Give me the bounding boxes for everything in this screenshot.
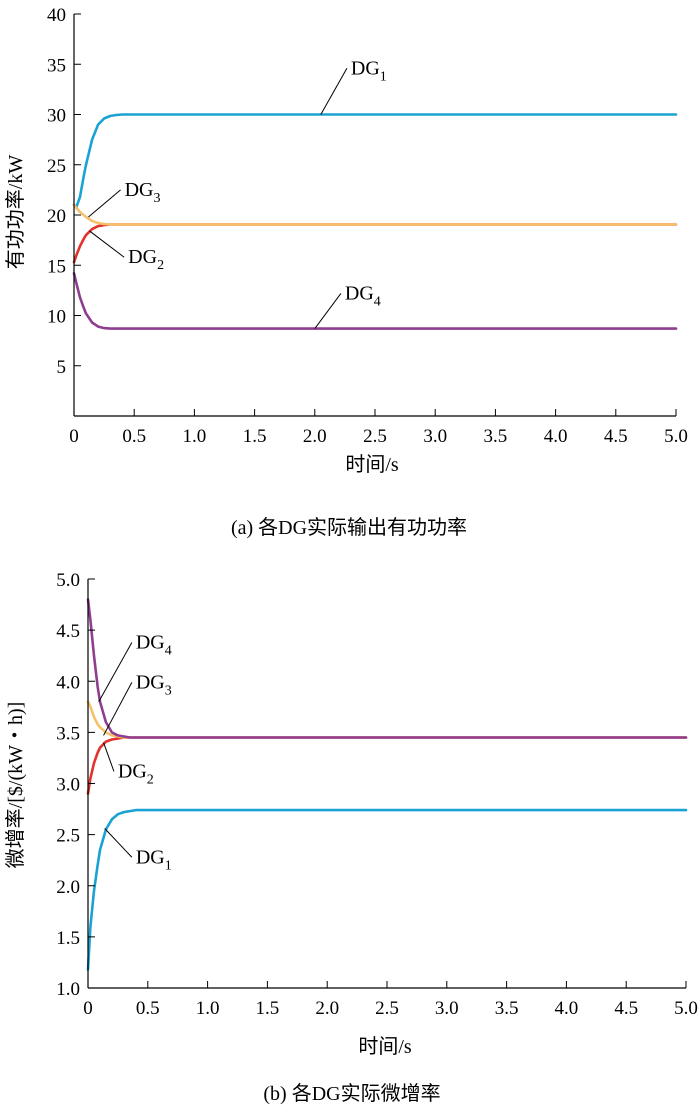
chart-a-x-tick-label: 2.0 (303, 426, 327, 447)
chart-a-x-tick-label: 1.0 (183, 426, 207, 447)
chart-b-x-axis-title: 时间/s (358, 1035, 412, 1058)
chart-a-series-labels: DG1 DG3 DG2 DG4 (88, 57, 387, 329)
chart-b-dg4-label: DG4 (136, 632, 172, 659)
chart-a-x-tick-label: 1.5 (243, 426, 267, 447)
chart-b-y-tick-label: 3.5 (56, 723, 80, 744)
chart-b-y-tick-label: 5.0 (56, 570, 80, 591)
chart-b-dg4-leader-line (98, 642, 133, 702)
chart-b-axes: 0 0.5 1.0 1.5 2.0 2.5 3.0 3.5 4.0 4.5 5.0 1.0 1.5 2.0… (56, 570, 698, 1019)
chart-a-y-tick-label: 35 (47, 55, 66, 76)
chart-a-dg3-label: DG3 (125, 179, 161, 206)
chart-b-caption: (b) 各DG实际微增率 (263, 1082, 440, 1105)
chart-b-y-tick-label: 4.5 (56, 621, 80, 642)
chart-a-y-tick-label: 15 (47, 256, 66, 277)
chart-a-y-tick-label: 25 (47, 156, 66, 177)
chart-b-x-tick-label: 2.0 (315, 998, 339, 1019)
chart-b-series-dg2-line (86, 736, 688, 796)
chart-a-dg1-leader-line (320, 68, 348, 115)
chart-a-y-tick-label: 20 (47, 206, 66, 227)
chart-a-axes: 0 0.5 1.0 1.5 2.0 2.5 3.0 3.5 4.0 4.5 5.0 5 10 15 20 25… (47, 5, 688, 447)
chart-a-dg1-label: DG1 (351, 57, 387, 84)
chart-b-x-tick-label: 3.5 (495, 998, 519, 1019)
chart-a-dg4-label: DG4 (345, 282, 381, 309)
chart-b-x-tick-label: 3.0 (435, 998, 459, 1019)
chart-a-series-dg2-line (72, 223, 678, 264)
chart-a: DG1 DG3 DG2 DG4 0 0.5 1.0 1.5 2.0 2.5 3.0 3.5 4.0 4.… (4, 5, 688, 539)
chart-b-series-labels: DG4 DG3 DG2 DG1 (98, 632, 172, 873)
chart-a-caption: (a) 各DG实际输出有功功率 (231, 516, 467, 539)
chart-b-x-tick-label: 0 (83, 998, 93, 1019)
chart-b-y-tick-label: 2.5 (56, 826, 80, 847)
chart-a-lines (72, 113, 678, 330)
chart-b-lines (86, 598, 688, 971)
chart-b-series-dg4-line (86, 598, 688, 739)
chart-a-x-tick-label: 3.0 (423, 426, 447, 447)
chart-b-x-tick-label: 4.0 (555, 998, 579, 1019)
chart-a-dg2-label: DG2 (128, 246, 164, 273)
chart-a-y-tick-label: 30 (47, 106, 66, 127)
chart-a-y-tick-label: 5 (57, 357, 67, 378)
chart-a-x-tick-label: 3.5 (484, 426, 508, 447)
chart-b-x-tick-label: 4.5 (614, 998, 638, 1019)
chart-a-x-tick-label: 4.5 (604, 426, 628, 447)
chart-a-dg3-leader-line (88, 189, 121, 218)
chart-a-series-dg4-line (72, 271, 678, 330)
chart-a-series-dg3-line (72, 203, 678, 226)
chart-b-dg2-leader-line (103, 742, 115, 772)
chart-b-series-dg1-line (86, 808, 688, 971)
chart-b-dg3-label: DG3 (136, 671, 172, 698)
chart-a-x-tick-label: 5.0 (664, 426, 688, 447)
chart-a-y-tick-label: 40 (47, 5, 66, 26)
chart-a-x-tick-label: 4.0 (544, 426, 568, 447)
chart-b-dg3-leader-line (103, 682, 133, 736)
chart-b-y-tick-label: 2.0 (56, 877, 80, 898)
chart-b-x-tick-label: 0.5 (136, 998, 160, 1019)
chart-b-x-tick-label: 1.0 (196, 998, 220, 1019)
chart-a-dg2-leader-line (89, 230, 125, 258)
chart-a-series-dg1-line (72, 113, 678, 209)
chart-b-dg1-label: DG1 (136, 846, 172, 873)
chart-b-y-tick-label: 1.0 (56, 979, 80, 1000)
chart-a-x-tick-label: 0.5 (122, 426, 146, 447)
chart-b-y-tick-label: 1.5 (56, 928, 80, 949)
chart-b-series-dg3-line (86, 700, 688, 739)
chart-b-x-tick-label: 5.0 (674, 998, 698, 1019)
chart-a-dg4-leader-line (314, 293, 342, 329)
chart-b-dg2-label: DG2 (118, 760, 154, 787)
chart-b-y-tick-label: 3.0 (56, 775, 80, 796)
chart-b-y-axis-title: 微增率/[$/(kW・h)] (4, 702, 27, 869)
chart-a-x-tick-label: 0 (69, 426, 79, 447)
chart-b-dg1-leader-line (104, 828, 133, 858)
chart-b: DG4 DG3 DG2 DG1 0 0.5 1.0 1.5 2.0 2.5 3.0 3.5 4.0 4.… (4, 570, 698, 1105)
chart-a-y-axis-title: 有功功率/kW (4, 155, 27, 270)
chart-a-x-axis-title: 时间/s (345, 453, 399, 476)
chart-b-y-tick-label: 4.0 (56, 672, 80, 693)
chart-a-y-tick-label: 10 (47, 307, 66, 328)
chart-b-x-tick-label: 1.5 (256, 998, 280, 1019)
chart-a-x-tick-label: 2.5 (363, 426, 387, 447)
chart-b-x-tick-label: 2.5 (375, 998, 399, 1019)
